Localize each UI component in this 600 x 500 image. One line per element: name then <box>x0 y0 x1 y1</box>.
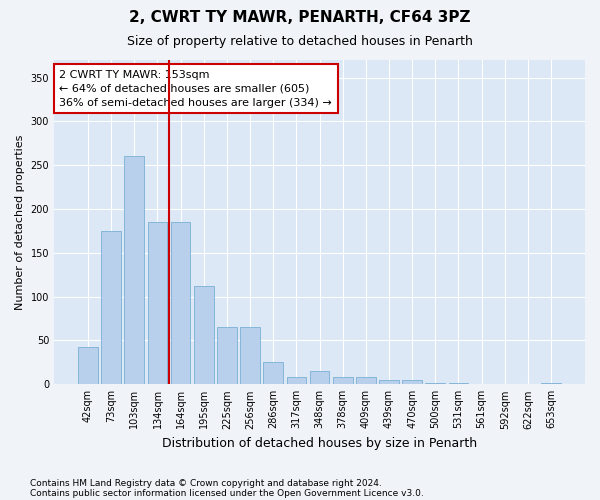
Bar <box>402 380 422 384</box>
Y-axis label: Number of detached properties: Number of detached properties <box>15 134 25 310</box>
X-axis label: Distribution of detached houses by size in Penarth: Distribution of detached houses by size … <box>162 437 477 450</box>
Bar <box>217 328 237 384</box>
Bar <box>310 371 329 384</box>
Text: Contains public sector information licensed under the Open Government Licence v3: Contains public sector information licen… <box>30 488 424 498</box>
Bar <box>333 378 353 384</box>
Text: Size of property relative to detached houses in Penarth: Size of property relative to detached ho… <box>127 35 473 48</box>
Bar <box>194 286 214 384</box>
Bar <box>287 378 306 384</box>
Bar <box>263 362 283 384</box>
Bar <box>356 378 376 384</box>
Bar <box>148 222 167 384</box>
Bar <box>425 382 445 384</box>
Text: Contains HM Land Registry data © Crown copyright and database right 2024.: Contains HM Land Registry data © Crown c… <box>30 478 382 488</box>
Bar <box>240 328 260 384</box>
Bar <box>78 346 98 385</box>
Bar <box>379 380 399 384</box>
Text: 2, CWRT TY MAWR, PENARTH, CF64 3PZ: 2, CWRT TY MAWR, PENARTH, CF64 3PZ <box>129 10 471 25</box>
Bar <box>541 382 561 384</box>
Bar <box>171 222 190 384</box>
Text: 2 CWRT TY MAWR: 153sqm
← 64% of detached houses are smaller (605)
36% of semi-de: 2 CWRT TY MAWR: 153sqm ← 64% of detached… <box>59 70 332 108</box>
Bar <box>101 231 121 384</box>
Bar <box>124 156 144 384</box>
